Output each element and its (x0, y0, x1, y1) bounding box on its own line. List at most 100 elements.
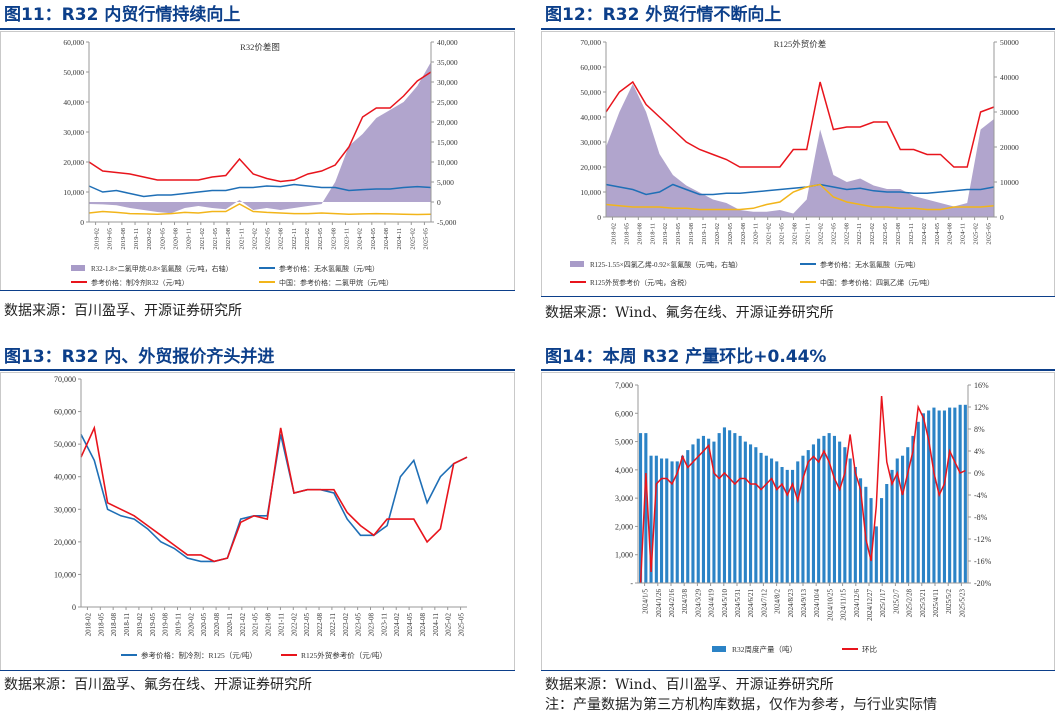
x-tick-label: 2020-08 (740, 223, 747, 245)
x-tick-label: 2020-05 (159, 228, 166, 250)
y2-tick-label: 50000 (1000, 38, 1019, 47)
y-tick-label: 5,000 (615, 438, 633, 447)
x-tick-label: 2019-11 (701, 223, 708, 244)
x-tick-label: 2020-11 (753, 223, 760, 244)
y2-tick-label: 10,000 (437, 158, 458, 167)
note-text: 注：产量数据为第三方机构库数据，仅作为参考，与行业实际情 (545, 697, 937, 713)
x-tick-label: 2024/8/23 (787, 589, 795, 618)
x-tick-label: 2025-05 (422, 228, 429, 250)
x-tick-label: 2019-08 (120, 228, 127, 250)
y2-tick-label: -12% (974, 535, 992, 544)
bar (733, 433, 737, 583)
bar (874, 526, 878, 583)
x-tick-label: 2023-08 (330, 228, 337, 250)
x-tick-label: 2019-08 (688, 223, 695, 245)
bar (675, 461, 679, 583)
y2-tick-label: 0% (974, 469, 985, 478)
x-tick-label: 2025/2/7 (892, 589, 900, 614)
bar (895, 458, 899, 583)
x-tick-label: 2025/3/21 (919, 589, 927, 618)
x-tick-label: 2020-08 (213, 613, 221, 637)
y-tick-label: 10,000 (54, 570, 76, 579)
bar (770, 458, 774, 583)
y-tick-label: 40,000 (580, 113, 601, 122)
x-tick-label: 2025/2/28 (906, 589, 914, 618)
x-tick-label: 2022-08 (843, 223, 850, 245)
x-tick-label: 2021-08 (265, 613, 273, 637)
figure-title: 图12：R32 外贸行情不断向上 (545, 5, 782, 25)
legend-label: R125-1.55×四氯乙烯-0.92×氢氟酸（元/吨，右轴） (590, 260, 742, 269)
bar (654, 455, 658, 583)
x-tick-label: 2021-11 (804, 223, 811, 244)
y2-tick-label: 0 (437, 198, 441, 207)
bar (644, 433, 648, 583)
x-tick-label: 2024/3/29 (694, 589, 702, 618)
x-tick-label: 2018-08 (636, 223, 643, 245)
bar (696, 438, 700, 583)
x-tick-label: 2019-05 (149, 613, 157, 637)
x-tick-label: 2018-02 (610, 223, 617, 245)
x-tick-label: 2019-05 (675, 223, 682, 245)
chart-fig13: 0 10,000 20,000 30,000 40,000 50,000 60,000 70,… (54, 375, 468, 660)
figure-title: 图13：R32 内、外贸报价齐头并进 (4, 347, 275, 367)
bar (963, 404, 967, 583)
x-tick-label: 2024-11 (960, 223, 967, 244)
legend-swatch (712, 646, 726, 652)
bar (722, 427, 726, 583)
bar (639, 433, 643, 583)
line-series (88, 183, 432, 198)
x-tick-label: 2023-11 (380, 613, 388, 637)
source-text: 数据来源：Wind、氟务在线、开源证券研究所 (545, 305, 834, 321)
x-tick-label: 2019-02 (136, 613, 144, 637)
chart-box: 0 10,000 20,000 30,000 40,000 50,000 60,000 70,… (0, 372, 515, 671)
y-tick-label: 2,000 (615, 522, 633, 531)
x-tick-label: 2025-05 (986, 223, 993, 245)
panel-fig13: 图13：R32 内、外贸报价齐头并进 0 10,000 20,000 30,000 40… (0, 342, 515, 707)
bar (665, 458, 669, 583)
x-tick-label: 2025-02 (409, 228, 416, 250)
y-tick-label: - (630, 579, 633, 588)
x-tick-label: 2024/9/13 (800, 589, 808, 618)
y-tick-label: 4,000 (615, 466, 633, 475)
bar (691, 444, 695, 583)
source-rule (541, 670, 1055, 671)
y2-tick-label: 8% (974, 425, 985, 434)
title-rule (541, 28, 1055, 30)
x-tick-label: 2019-02 (662, 223, 669, 245)
x-tick-label: 2018-11 (649, 223, 656, 244)
y-tick-label: 20,000 (580, 163, 601, 172)
panel-fig12: 图12：R32 外贸行情不断向上 R125外贸价差 0 10,000 20,000 30… (541, 0, 1055, 330)
legend-label: 参考价格：制冷剂R32（元/吨） (91, 278, 189, 287)
y-tick-label: 0 (80, 218, 84, 227)
bar (953, 407, 957, 583)
y2-tick-label: 15,000 (437, 138, 458, 147)
y2-tick-label: 25,000 (437, 98, 458, 107)
x-tick-label: 2024/12/6 (853, 589, 861, 618)
bar (822, 435, 826, 583)
x-tick-label: 2022-11 (856, 223, 863, 244)
bar (838, 441, 842, 583)
x-tick-label: 2023-02 (869, 223, 876, 245)
x-tick-label: 2025-05 (458, 613, 466, 637)
y2-tick-label: 0 (1000, 213, 1004, 222)
y2-tick-label: 4% (974, 447, 985, 456)
bar (817, 438, 821, 583)
bar (932, 407, 936, 583)
x-tick-label: 2022-02 (251, 228, 258, 250)
y-tick-label: 0 (72, 603, 76, 612)
x-tick-label: 2023-11 (344, 228, 351, 249)
chart-fig14: - 1,000 2,000 3,000 4,000 5,000 6,000 7,000 -20%… (615, 381, 992, 654)
x-tick-label: 2020-05 (200, 613, 208, 637)
bar (670, 461, 674, 583)
bar (649, 455, 653, 583)
x-tick-label: 2023-11 (908, 223, 915, 244)
area-series (606, 84, 994, 217)
x-tick-label: 2023-02 (304, 228, 311, 250)
x-tick-label: 2024/5/10 (721, 589, 729, 618)
x-tick-label: 2024-11 (396, 228, 403, 249)
bar (885, 484, 889, 583)
x-tick-label: 2022-08 (316, 613, 324, 637)
x-tick-label: 2024-08 (947, 223, 954, 245)
y-tick-label: 1,000 (615, 551, 633, 560)
line-series (605, 183, 995, 211)
